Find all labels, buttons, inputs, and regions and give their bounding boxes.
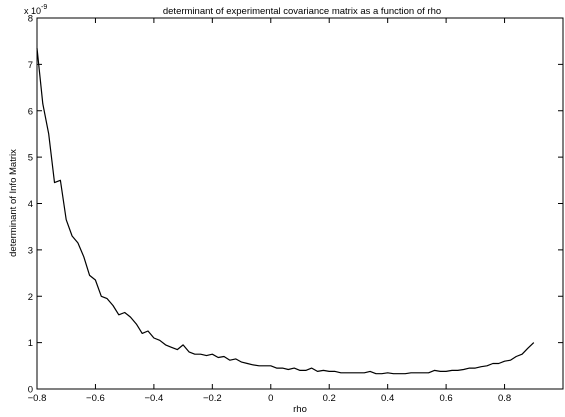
- y-tick-label: 4: [28, 199, 33, 210]
- x-tick-label: −0.2: [203, 393, 222, 404]
- y-tick-labels: 0 1 2 3 4 5 6 7 8: [28, 14, 33, 396]
- axis-ticks: [36, 17, 563, 390]
- x-tick-label: −0.6: [86, 393, 105, 404]
- x-tick-label: −0.8: [28, 393, 47, 404]
- y-tick-label: 1: [28, 338, 33, 349]
- x-tick-label: −0.4: [145, 393, 164, 404]
- y-axis-label: determinant of Info Matrix: [8, 149, 19, 257]
- plot-frame: [36, 17, 564, 390]
- x-tick-label: 0.8: [498, 393, 511, 404]
- y-tick-label: 0: [28, 385, 33, 396]
- x-tick-label: 0: [268, 393, 273, 404]
- x-axis-label: rho: [293, 404, 307, 415]
- y-axis-exponent-base: x 10: [24, 6, 41, 16]
- y-tick-label: 2: [28, 292, 33, 303]
- x-tick-label: 0.6: [440, 393, 453, 404]
- x-tick-labels: −0.8 −0.6 −0.4 −0.2 0 0.2 0.4 0.6 0.8: [28, 393, 512, 404]
- data-series-line: [36, 48, 535, 375]
- y-axis-exponent-power: -9: [41, 4, 47, 11]
- x-tick-label: 0.2: [323, 393, 336, 404]
- y-axis-exponent: x 10-9: [24, 4, 47, 16]
- y-tick-label: 5: [28, 153, 33, 164]
- x-tick-label: 0.4: [381, 393, 394, 404]
- y-tick-label: 8: [28, 14, 33, 25]
- y-tick-label: 3: [28, 245, 33, 256]
- chart-title: determinant of experimental covariance m…: [163, 6, 441, 17]
- y-tick-label: 7: [28, 60, 33, 71]
- y-tick-label: 6: [28, 106, 33, 117]
